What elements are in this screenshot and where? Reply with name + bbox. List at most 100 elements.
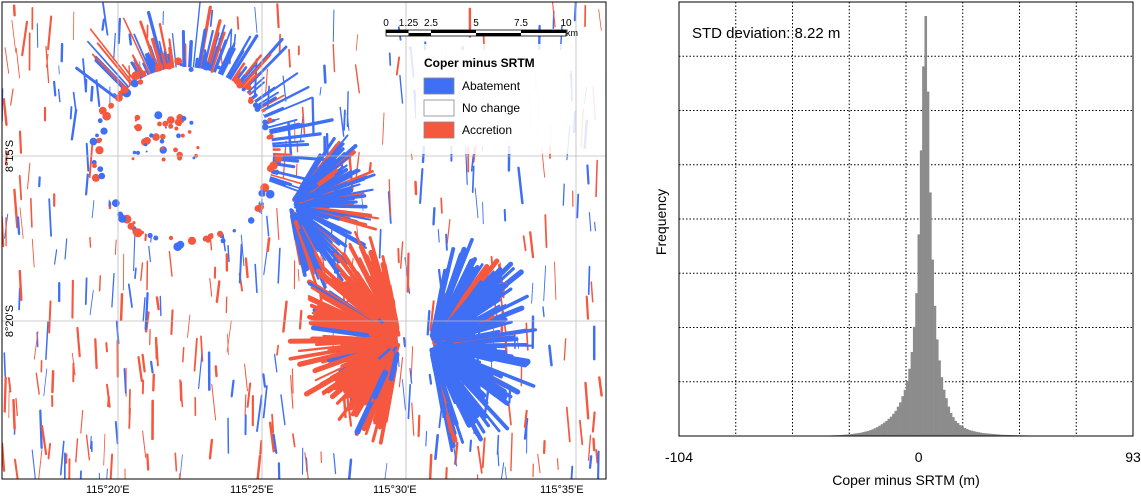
caldera-rim-pixel: [133, 228, 143, 238]
raster-streak: [300, 165, 322, 192]
histogram-bar: [915, 293, 918, 436]
raster-streak: [278, 33, 281, 56]
raster-streak: [594, 221, 596, 232]
raster-streak: [45, 45, 50, 84]
raster-streak: [244, 363, 248, 392]
histogram-bar: [919, 150, 923, 436]
raster-streak: [334, 336, 383, 343]
raster-streak: [106, 468, 108, 479]
raster-streak: [372, 281, 392, 319]
raster-streak: [137, 355, 143, 382]
raster-streak: [543, 265, 547, 302]
histogram-bar: [866, 430, 870, 436]
raster-streak: [98, 275, 102, 292]
raster-streak: [411, 402, 415, 436]
raster-streak: [256, 454, 262, 479]
histogram-bar: [931, 259, 934, 436]
histogram-bar: [903, 389, 907, 436]
caldera-rim-pixel: [187, 236, 197, 245]
raster-streak: [438, 374, 457, 423]
map-legend: Coper minus SRTM Abatement No change Accre…: [416, 50, 564, 146]
scale-tick-label: 7.5: [514, 18, 528, 29]
raster-streak: [342, 281, 380, 320]
raster-streak: [436, 280, 470, 334]
caldera-rim-pixel: [96, 138, 102, 144]
caldera-rim-pixel: [174, 57, 183, 66]
raster-streak: [442, 375, 457, 405]
raster-streak: [70, 108, 78, 141]
raster-streak: [373, 369, 393, 425]
caldera-rim-pixel: [118, 214, 127, 223]
histogram-bar: [965, 429, 969, 436]
raster-streak: [482, 201, 484, 225]
raster-streak: [88, 144, 94, 178]
raster-streak: [308, 142, 345, 184]
raster-streak: [18, 269, 23, 301]
histogram-bar: [1002, 434, 1006, 436]
histogram-bar: [977, 432, 981, 436]
longitude-label: 115°25'E: [230, 484, 274, 496]
longitude-label: 115°35'E: [540, 484, 584, 496]
raster-streak: [236, 16, 240, 30]
histogram-bar: [878, 425, 881, 436]
histogram-bar: [850, 433, 854, 436]
scale-block: [431, 30, 476, 33]
raster-streak: [361, 283, 388, 321]
raster-streak: [48, 198, 52, 237]
caldera-rim-pixel: [241, 87, 246, 92]
raster-streak: [159, 295, 162, 317]
raster-streak: [562, 183, 565, 206]
raster-streak: [3, 376, 7, 413]
raster-streak: [448, 300, 494, 333]
caldera-rim-pixel: [132, 221, 136, 225]
raster-streak: [432, 206, 436, 226]
raster-streak: [462, 336, 505, 345]
raster-streak: [211, 383, 217, 421]
raster-streak: [523, 409, 528, 428]
raster-streak: [434, 307, 463, 340]
raster-streak: [90, 85, 94, 102]
caldera-rim-pixel: [266, 135, 272, 140]
scale-block: [521, 33, 566, 36]
histogram-bar: [949, 412, 953, 436]
raster-streak: [295, 209, 333, 244]
raster-streak: [155, 296, 160, 311]
raster-streak: [319, 344, 391, 388]
raster-streak: [388, 286, 396, 309]
raster-streak: [470, 154, 475, 172]
caldera-rim-pixel: [274, 153, 283, 163]
histogram-bar: [986, 433, 990, 436]
histogram-bar: [929, 192, 932, 436]
caldera-rim-pixel: [205, 237, 211, 243]
raster-streak: [276, 3, 280, 29]
latitude-label: 8°20'S: [4, 305, 16, 337]
raster-streak: [240, 234, 245, 267]
caldera-inner-pixel: [160, 133, 166, 140]
histogram-bar: [954, 420, 957, 436]
histogram-bar: [945, 398, 948, 436]
caldera-inner-pixel: [174, 118, 183, 127]
legend-swatch: [423, 99, 455, 117]
raster-streak: [293, 191, 352, 206]
caldera-rim-pixel: [97, 118, 103, 124]
raster-streak: [537, 453, 541, 474]
raster-streak: [542, 439, 546, 455]
map-graticule: [2, 2, 606, 479]
caldera-rim-pixel: [137, 79, 144, 85]
raster-streak: [469, 439, 473, 452]
raster-streak: [586, 164, 590, 185]
caldera-rim-pixel: [140, 230, 144, 235]
raster-streak: [15, 397, 18, 417]
histogram-bar: [846, 434, 849, 436]
caldera-inner-pixel: [135, 150, 141, 155]
caldera-rim-pixel: [130, 79, 139, 88]
raster-streak: [406, 252, 410, 293]
raster-streak: [10, 88, 14, 106]
raster-streak: [71, 279, 74, 319]
raster-streak: [214, 365, 218, 378]
raster-streak: [346, 91, 349, 128]
raster-streak: [598, 8, 602, 31]
raster-streak: [264, 68, 268, 97]
raster-streak: [52, 80, 57, 97]
raster-streak: [266, 237, 271, 253]
